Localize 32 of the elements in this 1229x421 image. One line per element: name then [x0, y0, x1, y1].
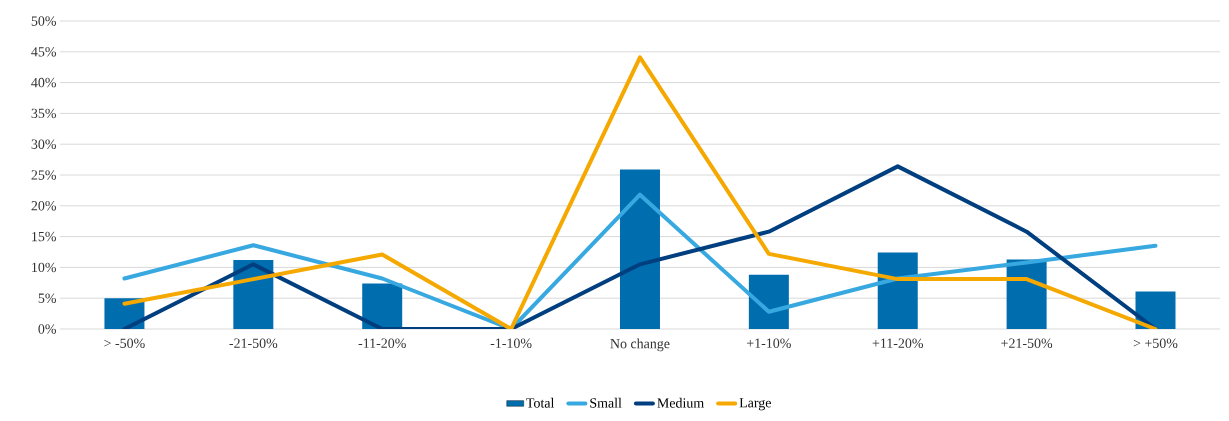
bar: [362, 283, 403, 329]
legend-label: Small: [590, 397, 622, 408]
legend-label: Large: [739, 398, 771, 411]
legend-label: Medium: [657, 397, 704, 408]
x-tick-label: > +50%: [1133, 338, 1178, 348]
bar: [619, 169, 660, 329]
x-tick-label: +11-20%: [872, 338, 924, 348]
bar: [1135, 291, 1176, 329]
y-tick-label: 0%: [38, 324, 56, 334]
x-tick-label: +21-50%: [1001, 338, 1053, 348]
line-series: [122, 55, 1158, 329]
y-tick-label: 40%: [31, 77, 56, 88]
line-series: [122, 192, 1158, 329]
x-tick-label: -21-50%: [229, 338, 278, 348]
y-tick-label: 20%: [31, 201, 56, 211]
y-tick-label: 45%: [31, 47, 56, 57]
legend-label: Total: [526, 397, 555, 408]
bar: [748, 274, 789, 329]
x-tick-label: +1-10%: [747, 338, 791, 348]
y-tick-label: 10%: [32, 262, 56, 273]
line-series: [122, 164, 1158, 329]
y-tick-label: 25%: [31, 170, 56, 180]
x-tick-label: -11-20%: [358, 338, 406, 348]
bar: [877, 252, 918, 329]
y-tick-label: 50%: [31, 16, 56, 26]
y-tick-label: 35%: [31, 108, 56, 119]
y-tick-label: 15%: [32, 231, 56, 242]
y-tick-label: 5%: [38, 293, 56, 303]
y-tick-label: 30%: [31, 139, 56, 149]
x-tick-label: No change: [610, 338, 670, 352]
x-tick-label: -1-10%: [490, 338, 532, 348]
x-tick-label: > -50%: [104, 338, 145, 348]
